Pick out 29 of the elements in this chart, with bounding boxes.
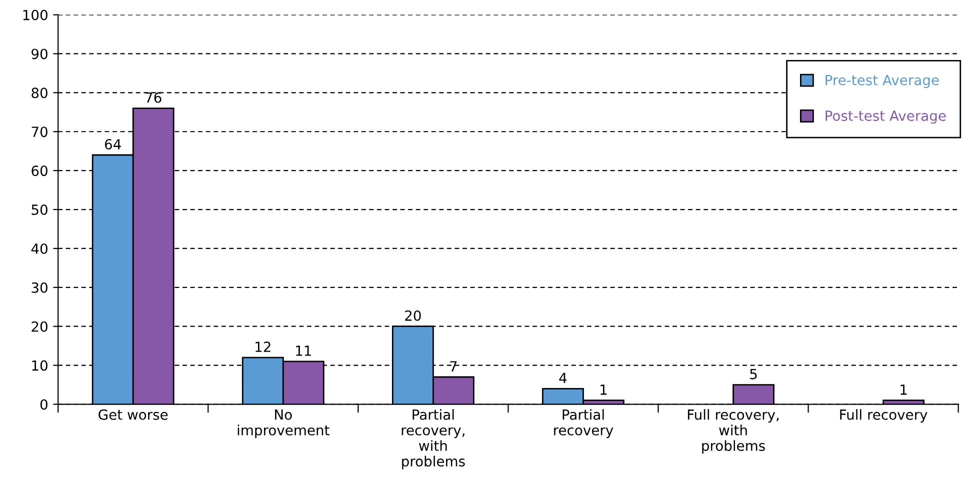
x-tick-label: Get worse <box>98 409 168 420</box>
y-tick-label: 30 <box>32 282 48 293</box>
y-tick-label: 100 <box>23 10 48 20</box>
y-tick-label: 70 <box>32 126 48 138</box>
data-label: 5 <box>750 368 757 380</box>
x-tick-label: Full recovery <box>840 409 928 423</box>
y-tick-label: 0 <box>40 399 48 410</box>
x-tick-label: Partial recovery <box>554 409 614 438</box>
data-label: 20 <box>405 310 421 321</box>
y-tick-label: 80 <box>32 88 48 98</box>
legend-label: Pre-test Average <box>826 75 939 88</box>
y-tick-label: 90 <box>32 48 48 60</box>
y-tick-label: 40 <box>31 243 48 254</box>
data-label: 1 <box>900 384 907 395</box>
y-tick-label: 10 <box>32 360 48 371</box>
x-tick-label: No improvement <box>238 410 330 438</box>
x-tick-label: Partial recovery, with problems <box>402 409 465 470</box>
x-tick-label: Full recovery, with problems <box>688 409 779 454</box>
data-label: 76 <box>146 92 162 103</box>
y-tick-label: 60 <box>32 166 48 176</box>
data-label: 64 <box>104 139 121 150</box>
data-label: 4 <box>559 372 567 384</box>
y-tick-label: 50 <box>32 204 48 215</box>
y-tick-label: 20 <box>32 321 48 332</box>
legend-label: Post-test Average <box>826 110 946 124</box>
data-label: 1 <box>600 384 607 395</box>
data-label: 7 <box>450 361 457 372</box>
data-label: 12 <box>256 342 270 352</box>
data-label: 11 <box>296 346 311 356</box>
